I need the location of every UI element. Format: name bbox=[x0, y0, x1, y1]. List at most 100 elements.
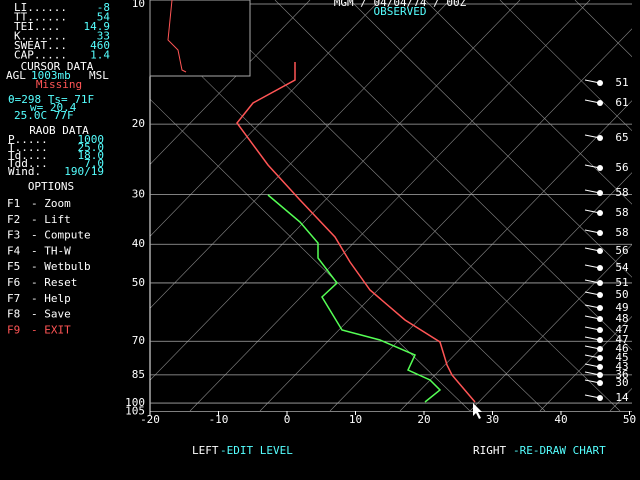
raob-value: 1000 bbox=[78, 133, 105, 146]
temperature-trace bbox=[236, 62, 476, 403]
footer-key: RIGHT bbox=[473, 444, 506, 457]
index-label: SWEAT... bbox=[14, 39, 67, 52]
index-label: TT...... bbox=[14, 11, 67, 24]
option-key[interactable]: F4 bbox=[7, 244, 21, 257]
option-key[interactable]: F8 bbox=[7, 308, 20, 321]
wind-speed: 36 bbox=[615, 368, 628, 381]
wind-speed: 56 bbox=[615, 161, 628, 174]
option-label[interactable]: - Help bbox=[31, 292, 71, 305]
dry-adiabat bbox=[274, 0, 640, 359]
temp-label: -20 bbox=[140, 413, 160, 426]
wind-station bbox=[597, 190, 603, 196]
raob-label: T..... bbox=[8, 141, 48, 154]
temp-label: 20 bbox=[417, 413, 430, 426]
isotherm bbox=[189, 0, 591, 412]
wind-station bbox=[597, 100, 603, 106]
raob-label: P..... bbox=[8, 133, 48, 146]
isotherm bbox=[329, 92, 640, 412]
wind-station bbox=[597, 210, 603, 216]
wind-station bbox=[597, 355, 603, 361]
cursor-line: w= 20.4 bbox=[30, 101, 77, 114]
temp-label: -10 bbox=[209, 413, 229, 426]
index-label: LI...... bbox=[14, 1, 67, 14]
wind-speed: 61 bbox=[615, 96, 628, 109]
wind-speed: 51 bbox=[615, 276, 628, 289]
wind-speed: 54 bbox=[615, 261, 629, 274]
cursor-pressure: 1003mb bbox=[31, 69, 71, 82]
pressure-label: 50 bbox=[132, 276, 145, 289]
option-label[interactable]: - Reset bbox=[31, 276, 77, 289]
wind-speed: 14 bbox=[615, 391, 629, 404]
inset-trace bbox=[167, 0, 187, 73]
wind-station bbox=[597, 380, 603, 386]
option-key[interactable]: F2 bbox=[7, 213, 20, 226]
chart-subtitle: OBSERVED bbox=[374, 5, 427, 18]
section-title: RAOB DATA bbox=[29, 124, 89, 137]
mask-bottom bbox=[0, 411, 640, 480]
wind-speed: 46 bbox=[615, 342, 628, 355]
wind-station bbox=[597, 364, 603, 370]
wind-speed: 58 bbox=[615, 206, 628, 219]
option-label[interactable]: - Zoom bbox=[31, 197, 71, 210]
wind-station bbox=[597, 305, 603, 311]
option-key[interactable]: F3 bbox=[7, 229, 20, 242]
isotherm bbox=[469, 235, 640, 412]
wind-station bbox=[597, 372, 603, 378]
option-key[interactable]: F6 bbox=[7, 276, 20, 289]
wind-speed: 49 bbox=[615, 301, 628, 314]
wind-speed: 47 bbox=[615, 323, 628, 336]
pressure-label: 10 bbox=[132, 0, 145, 10]
wind-speed: 47 bbox=[615, 333, 628, 346]
wind-speed: 51 bbox=[615, 76, 628, 89]
wind-station bbox=[597, 265, 603, 271]
option-label[interactable]: - Wetbulb bbox=[31, 260, 91, 273]
option-key[interactable]: F1 bbox=[7, 197, 20, 210]
option-label[interactable]: - TH-W bbox=[31, 244, 71, 257]
wind-station bbox=[597, 346, 603, 352]
temp-label: 10 bbox=[349, 413, 362, 426]
pressure-label: 30 bbox=[132, 187, 145, 200]
option-key[interactable]: F7 bbox=[7, 292, 20, 305]
raob-label: Tdd... bbox=[8, 157, 48, 170]
option-label[interactable]: - EXIT bbox=[31, 323, 71, 336]
wind-station bbox=[597, 395, 603, 401]
footer-action: -EDIT LEVEL bbox=[220, 444, 293, 457]
wind-station bbox=[597, 248, 603, 254]
option-label[interactable]: - Lift bbox=[31, 213, 71, 226]
footer-action: -RE-DRAW CHART bbox=[513, 444, 606, 457]
pressure-label: 100 bbox=[125, 396, 145, 409]
wind-speed: 56 bbox=[615, 244, 628, 257]
mask-left bbox=[0, 0, 150, 480]
index-label: K....... bbox=[14, 30, 67, 43]
chart-title: MGM / 04/04/74 / 00Z bbox=[334, 0, 467, 9]
raob-label: Td.... bbox=[8, 149, 48, 162]
temp-label: 30 bbox=[486, 413, 499, 426]
index-value: 460 bbox=[90, 39, 110, 52]
dry-adiabat bbox=[424, 0, 640, 213]
wind-station bbox=[597, 280, 603, 286]
raob-value: 190/19 bbox=[64, 165, 104, 178]
cursor-msl: MSL bbox=[89, 69, 109, 82]
mouse-cursor bbox=[473, 403, 482, 419]
raob-value: 25.0 bbox=[78, 141, 105, 154]
option-key[interactable]: F5 bbox=[7, 260, 20, 273]
index-value: 33 bbox=[97, 30, 110, 43]
isotherm bbox=[399, 163, 640, 412]
option-label[interactable]: - Save bbox=[31, 308, 71, 321]
option-label[interactable]: - Compute bbox=[31, 229, 91, 242]
cursor-agl: AGL bbox=[6, 69, 26, 82]
section-title: OPTIONS bbox=[28, 180, 74, 193]
wind-station bbox=[597, 327, 603, 333]
wind-speed: 48 bbox=[615, 312, 628, 325]
wind-station bbox=[597, 316, 603, 322]
hodograph-inset bbox=[149, 0, 251, 77]
dry-adiabat bbox=[349, 0, 640, 286]
cursor-status: Missing bbox=[36, 78, 82, 91]
index-label: CAP..... bbox=[14, 49, 67, 62]
index-value: 14.9 bbox=[84, 20, 111, 33]
section-title: CURSOR DATA bbox=[21, 60, 94, 73]
option-key[interactable]: F9 bbox=[7, 323, 20, 336]
index-value: 54 bbox=[97, 11, 111, 24]
wind-station bbox=[597, 292, 603, 298]
